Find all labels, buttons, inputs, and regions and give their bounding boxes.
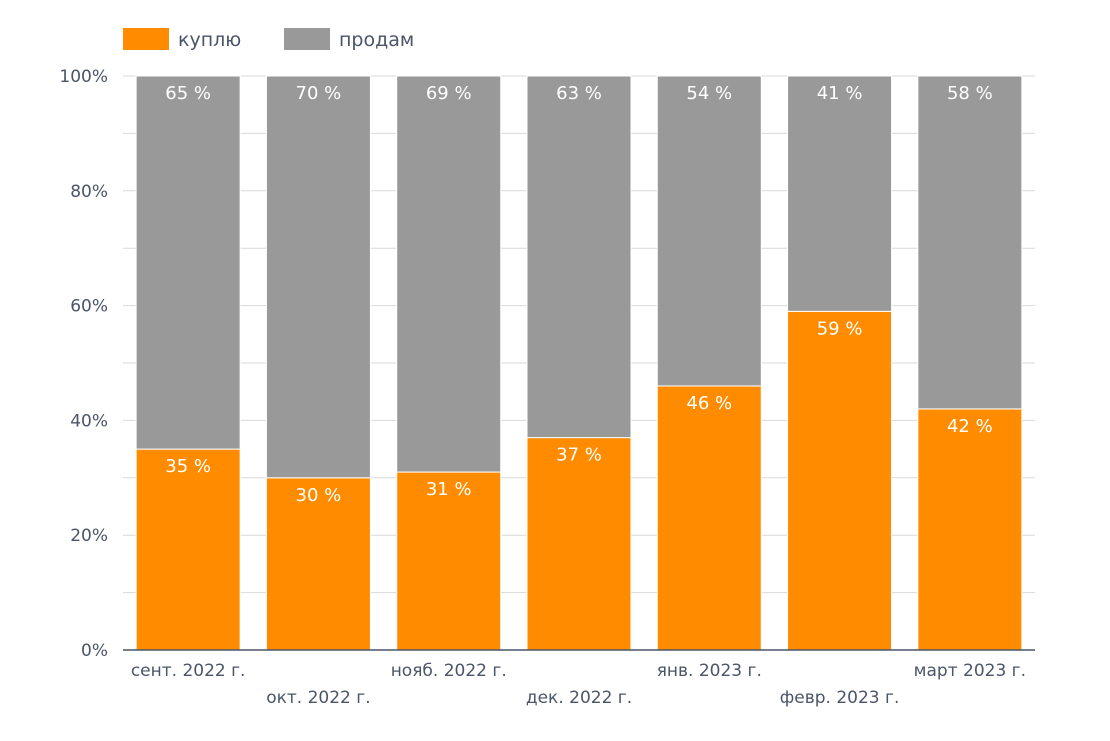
bar-sell-6 bbox=[917, 75, 1023, 410]
y-tick-label: 80% bbox=[70, 182, 108, 202]
bar-buy-5 bbox=[787, 310, 893, 651]
bar-buy-6 bbox=[917, 408, 1023, 651]
bar-buy-3 bbox=[526, 437, 632, 651]
bar-sell-3 bbox=[526, 75, 632, 439]
y-tick-label: 0% bbox=[81, 641, 108, 661]
data-label-buy-2: 31 % bbox=[426, 479, 472, 500]
data-label-sell-3: 63 % bbox=[556, 83, 602, 104]
bar-buy-0 bbox=[135, 448, 241, 651]
y-tick-label: 60% bbox=[70, 297, 108, 317]
y-tick-label: 20% bbox=[70, 526, 108, 546]
bar-sell-5 bbox=[787, 75, 893, 312]
data-label-buy-4: 46 % bbox=[686, 393, 732, 414]
legend-swatch-sell bbox=[284, 28, 330, 50]
x-tick-label: дек. 2022 г. bbox=[526, 688, 632, 708]
data-label-buy-1: 30 % bbox=[296, 485, 342, 506]
data-label-buy-5: 59 % bbox=[817, 318, 863, 339]
x-axis-ticks: сент. 2022 г. окт. 2022 г. нояб. 2022 г. де… bbox=[131, 661, 1026, 708]
data-label-buy-3: 37 % bbox=[556, 445, 602, 466]
legend-label-buy: куплю bbox=[178, 29, 241, 51]
data-label-sell-0: 65 % bbox=[165, 83, 211, 104]
x-tick-label: сент. 2022 г. bbox=[131, 661, 246, 681]
bar-buy-2 bbox=[396, 471, 502, 651]
data-label-sell-4: 54 % bbox=[686, 83, 732, 104]
data-label-sell-5: 41 % bbox=[817, 83, 863, 104]
y-axis-ticks: 0% 20% 40% 60% 80% 100% bbox=[59, 67, 108, 661]
x-tick-label: февр. 2023 г. bbox=[780, 688, 900, 708]
x-tick-label: нояб. 2022 г. bbox=[391, 661, 507, 681]
data-label-buy-6: 42 % bbox=[947, 416, 993, 437]
data-label-sell-2: 69 % bbox=[426, 83, 472, 104]
legend-label-sell: продам bbox=[339, 29, 414, 51]
bar-sell-4 bbox=[656, 75, 762, 387]
legend-swatch-buy bbox=[123, 28, 169, 50]
bar-buy-1 bbox=[265, 477, 371, 651]
data-label-sell-6: 58 % bbox=[947, 83, 993, 104]
y-tick-label: 100% bbox=[59, 67, 108, 87]
data-label-sell-1: 70 % bbox=[296, 83, 342, 104]
bar-sell-0 bbox=[135, 75, 241, 450]
x-tick-label: окт. 2022 г. bbox=[266, 688, 370, 708]
bar-sell-2 bbox=[396, 75, 502, 473]
data-label-buy-0: 35 % bbox=[165, 456, 211, 477]
bar-sell-1 bbox=[265, 75, 371, 479]
data-labels: 35 % 65 % 30 % 70 % 31 % 69 % 37 % 63 % 46 % 54 %… bbox=[165, 83, 992, 506]
y-tick-label: 40% bbox=[70, 411, 108, 431]
bar-buy-4 bbox=[656, 385, 762, 651]
x-tick-label: янв. 2023 г. bbox=[657, 661, 762, 681]
bars bbox=[135, 75, 1023, 651]
x-tick-label: март 2023 г. bbox=[914, 661, 1026, 681]
legend: куплю продам bbox=[123, 28, 414, 51]
